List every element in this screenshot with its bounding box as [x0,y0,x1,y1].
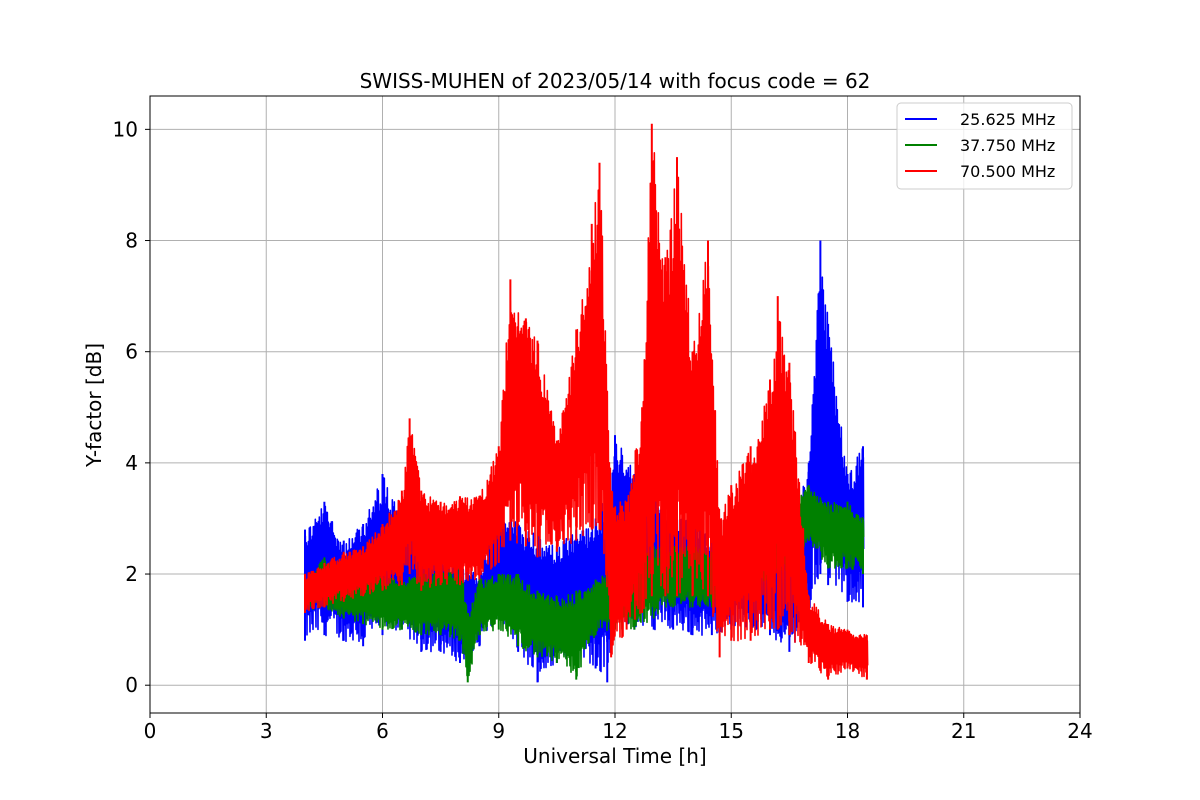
y-tick-label: 10 [113,117,138,141]
legend-label: 25.625 MHz [960,110,1055,129]
y-axis: 0 2 4 6 8 10 [113,117,150,697]
y-tick-label: 6 [125,340,138,364]
x-tick-label: 9 [492,719,505,743]
x-tick-label: 24 [1067,719,1092,743]
chart-title: SWISS-MUHEN of 2023/05/14 with focus cod… [360,69,871,93]
series-line [304,152,869,680]
x-tick-label: 12 [602,719,627,743]
x-tick-label: 21 [951,719,976,743]
x-tick-label: 15 [719,719,744,743]
x-tick-label: 18 [835,719,860,743]
y-tick-label: 2 [125,562,138,586]
y-tick-label: 0 [125,673,138,697]
x-axis-label: Universal Time [h] [523,744,706,768]
x-axis: 0 3 6 9 12 15 18 21 24 [144,713,1093,743]
legend-label: 37.750 MHz [960,136,1055,155]
y-axis-label: Y-factor [dB] [82,343,106,468]
y-tick-label: 4 [125,451,138,475]
series-layer [304,123,869,683]
y-tick-label: 8 [125,229,138,253]
legend-box [896,102,1073,190]
legend-label: 70.500 MHz [960,162,1055,181]
x-tick-label: 6 [376,719,389,743]
x-tick-label: 3 [260,719,273,743]
x-tick-label: 0 [144,719,157,743]
legend: 25.625 MHz 37.750 MHz 70.500 MHz [896,102,1073,190]
